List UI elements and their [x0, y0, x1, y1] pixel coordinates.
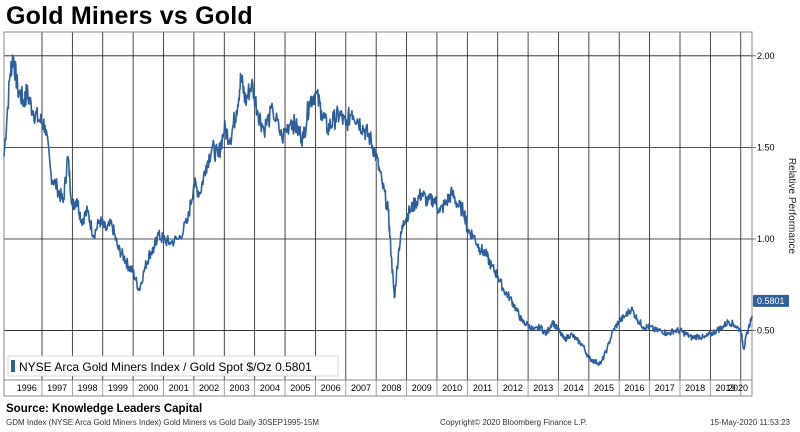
x-tick-label: 2012: [503, 383, 523, 393]
x-tick-label: 2013: [533, 383, 553, 393]
timestamp: 15-May-2020 11:53:23: [710, 418, 790, 427]
legend-background: [7, 355, 339, 377]
x-tick-label: 2006: [321, 383, 341, 393]
x-tick-label: 2018: [685, 383, 705, 393]
x-tick-label: 2000: [138, 383, 158, 393]
last-value-label: 0.5801: [757, 296, 785, 306]
x-tick-label: 2009: [412, 383, 432, 393]
x-tick-label: 2017: [655, 383, 675, 393]
copyright: Copyright© 2020 Bloomberg Finance L.P.: [440, 418, 588, 427]
x-tick-label: 2005: [290, 383, 310, 393]
x-tick-label: 2020: [728, 383, 748, 393]
y-axis-label: Relative Performance: [786, 158, 797, 255]
legend-entry: NYSE Arca Gold Miners Index / Gold Spot …: [19, 360, 312, 374]
grid: [4, 32, 752, 380]
x-tick-label: 2019: [716, 383, 736, 393]
x-tick-label: 2011: [473, 383, 492, 393]
series-line-gdm-gold-ratio: [3, 54, 753, 367]
x-tick-label: 2016: [624, 383, 644, 393]
x-tick-label: 1997: [47, 383, 67, 393]
x-tick-label: 2007: [351, 383, 371, 393]
x-tick-label: 2008: [381, 383, 401, 393]
y-tick-label: 2.00: [757, 51, 775, 61]
x-tick-label: 2001: [169, 383, 189, 393]
y-tick-label: 1.00: [757, 234, 775, 244]
legend: NYSE Arca Gold Miners Index / Gold Spot …: [7, 355, 339, 377]
legend-swatch: [11, 360, 15, 372]
x-tick-label: 2014: [564, 383, 584, 393]
x-tick-label: 2010: [442, 383, 462, 393]
index-info: GDM Index (NYSE Arca Gold Miners Index) …: [6, 418, 320, 427]
x-tick-label: 2004: [260, 383, 280, 393]
x-tick-label: 1998: [78, 383, 98, 393]
source-note: Source: Knowledge Leaders Capital: [6, 403, 203, 415]
y-tick-label: 0.50: [757, 326, 775, 336]
y-tick-label: 1.50: [757, 142, 775, 152]
last-value-box: [753, 294, 789, 307]
x-axis: 1996 1997 1998 1999 2000 2001 2002 2003 2004 2005…: [4, 379, 752, 396]
plot-frame: [3, 31, 753, 397]
last-value-marker: 0.5801: [753, 294, 789, 307]
x-tick-label: 2003: [229, 383, 249, 393]
x-tick-label: 1999: [108, 383, 128, 393]
x-tick-label: 2015: [594, 383, 614, 393]
x-tick-label: 2002: [199, 383, 219, 393]
y-axis: 0.50 1.00 1.50 2.00: [752, 51, 775, 336]
x-tick-label: 1996: [17, 383, 37, 393]
chart-title: Gold Miners vs Gold: [6, 2, 253, 30]
